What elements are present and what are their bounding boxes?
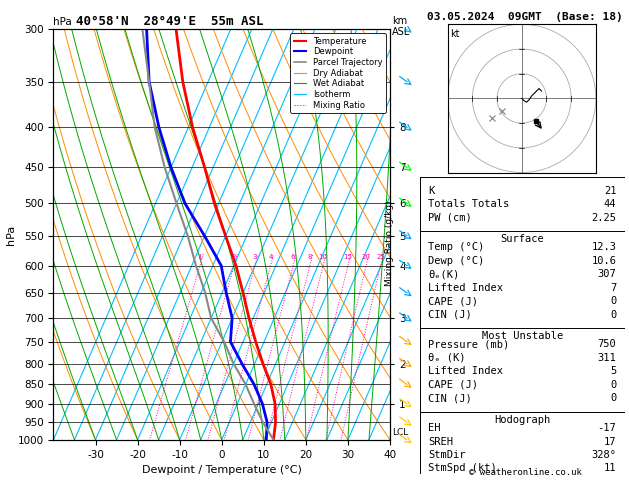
Text: Totals Totals: Totals Totals	[428, 199, 509, 209]
Text: 20: 20	[362, 254, 370, 260]
Text: 3: 3	[253, 254, 257, 260]
Text: 5: 5	[610, 366, 616, 377]
Text: 03.05.2024  09GMT  (Base: 18): 03.05.2024 09GMT (Base: 18)	[427, 12, 623, 22]
Text: 2: 2	[232, 254, 237, 260]
Text: θₑ (K): θₑ (K)	[428, 353, 466, 363]
Text: 12.3: 12.3	[591, 243, 616, 252]
Text: 750: 750	[598, 340, 616, 349]
Text: θₑ(K): θₑ(K)	[428, 269, 460, 279]
Text: Dewp (°C): Dewp (°C)	[428, 256, 484, 266]
Text: 15: 15	[343, 254, 352, 260]
Text: StmDir: StmDir	[428, 450, 466, 460]
Text: 11: 11	[604, 464, 616, 473]
Y-axis label: hPa: hPa	[6, 225, 16, 244]
Text: SREH: SREH	[428, 436, 454, 447]
Text: 10: 10	[319, 254, 328, 260]
Text: 311: 311	[598, 353, 616, 363]
Text: CIN (J): CIN (J)	[428, 310, 472, 320]
Text: km
ASL: km ASL	[392, 16, 410, 37]
Text: Surface: Surface	[501, 234, 544, 244]
Text: 0: 0	[610, 296, 616, 306]
Text: 307: 307	[598, 269, 616, 279]
Text: 17: 17	[604, 436, 616, 447]
Text: 4: 4	[269, 254, 273, 260]
Text: LCL: LCL	[392, 429, 408, 437]
Text: Pressure (mb): Pressure (mb)	[428, 340, 509, 349]
Text: K: K	[428, 186, 435, 196]
Text: kt: kt	[450, 29, 460, 39]
Text: -17: -17	[598, 423, 616, 433]
Text: 40°58'N  28°49'E  55m ASL: 40°58'N 28°49'E 55m ASL	[76, 15, 264, 28]
Text: Lifted Index: Lifted Index	[428, 366, 503, 377]
Legend: Temperature, Dewpoint, Parcel Trajectory, Dry Adiabat, Wet Adiabat, Isotherm, Mi: Temperature, Dewpoint, Parcel Trajectory…	[291, 34, 386, 113]
Text: 0: 0	[610, 393, 616, 403]
Text: 0: 0	[610, 310, 616, 320]
Text: CAPE (J): CAPE (J)	[428, 296, 478, 306]
Text: 25: 25	[376, 254, 385, 260]
Text: Most Unstable: Most Unstable	[482, 331, 563, 341]
Text: 328°: 328°	[591, 450, 616, 460]
Text: 10.6: 10.6	[591, 256, 616, 266]
Text: hPa: hPa	[53, 17, 72, 27]
Text: Hodograph: Hodograph	[494, 415, 550, 425]
Text: 0: 0	[610, 380, 616, 390]
Text: 44: 44	[604, 199, 616, 209]
Text: 1: 1	[198, 254, 202, 260]
Text: 6: 6	[291, 254, 296, 260]
Text: EH: EH	[428, 423, 441, 433]
Text: Lifted Index: Lifted Index	[428, 283, 503, 293]
X-axis label: Dewpoint / Temperature (°C): Dewpoint / Temperature (°C)	[142, 465, 302, 475]
Text: © weatheronline.co.uk: © weatheronline.co.uk	[469, 468, 582, 477]
Text: Temp (°C): Temp (°C)	[428, 243, 484, 252]
Text: 8: 8	[308, 254, 312, 260]
Text: Mixing Ratio (g/kg): Mixing Ratio (g/kg)	[386, 200, 394, 286]
Text: 7: 7	[610, 283, 616, 293]
Text: 21: 21	[604, 186, 616, 196]
Text: 2.25: 2.25	[591, 213, 616, 223]
Text: CAPE (J): CAPE (J)	[428, 380, 478, 390]
Text: PW (cm): PW (cm)	[428, 213, 472, 223]
Text: CIN (J): CIN (J)	[428, 393, 472, 403]
Text: StmSpd (kt): StmSpd (kt)	[428, 464, 497, 473]
